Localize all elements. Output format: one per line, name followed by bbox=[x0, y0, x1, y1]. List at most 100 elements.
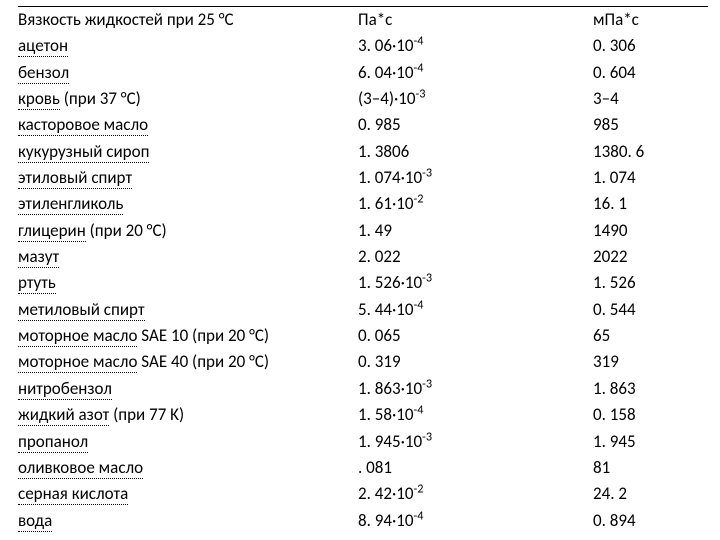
pa-s-base: 8. 94·10 bbox=[358, 510, 414, 531]
table-row: кукурузный сироп 1. 3806 1380. 6 bbox=[18, 139, 708, 165]
pa-s-cell: 1. 945·10-3 bbox=[358, 429, 593, 455]
substance-name: вода bbox=[18, 510, 52, 532]
pa-s-base: 1. 945·10 bbox=[358, 431, 422, 452]
substance-cell: моторное масло SAE 10 (при 20 °C) bbox=[18, 323, 358, 349]
substance-cell: кровь (при 37 °C) bbox=[18, 86, 358, 112]
table-row: жидкий азот (при 77 K)1. 58·10-40. 158 bbox=[18, 402, 708, 428]
pa-s-base: 0. 985 bbox=[358, 114, 401, 135]
pa-s-exponent: -4 bbox=[414, 34, 424, 49]
pa-s-base: 1. 863·10 bbox=[358, 378, 422, 399]
mpa-s-cell: 16. 1 bbox=[593, 191, 708, 217]
substance-cell: оливковое масло bbox=[18, 455, 358, 481]
substance-cell: глицерин (при 20 °C) bbox=[18, 218, 358, 244]
pa-s-exponent: -4 bbox=[414, 508, 424, 523]
substance-name: оливковое масло bbox=[18, 457, 143, 479]
mpa-s-cell: 319 bbox=[593, 349, 708, 375]
mpa-s-cell: 65 bbox=[593, 323, 708, 349]
table-row: кровь (при 37 °C)(3–4)·10-33–4 bbox=[18, 86, 708, 112]
pa-s-base: 6. 04·10 bbox=[358, 62, 414, 83]
mpa-s-cell: 985 bbox=[593, 112, 708, 138]
pa-s-cell: 1. 58·10-4 bbox=[358, 402, 593, 428]
substance-suffix: SAE 40 (при 20 °C) bbox=[137, 351, 269, 372]
pa-s-base: 1. 58·10 bbox=[358, 404, 414, 425]
substance-cell: метиловый спирт bbox=[18, 297, 358, 323]
pa-s-base: 5. 44·10 bbox=[358, 299, 414, 320]
pa-s-cell: (3–4)·10-3 bbox=[358, 86, 593, 112]
pa-s-cell: 1. 074·10-3 bbox=[358, 165, 593, 191]
header-mpa-s: мПа*с bbox=[593, 7, 708, 34]
pa-s-exponent: -3 bbox=[416, 86, 426, 101]
pa-s-exponent: -4 bbox=[414, 297, 424, 312]
header-pa-s: Па*с bbox=[358, 7, 593, 34]
pa-s-exponent: -3 bbox=[422, 271, 432, 286]
substance-cell: жидкий азот (при 77 K) bbox=[18, 402, 358, 428]
substance-name: серная кислота bbox=[18, 483, 128, 505]
substance-name: кукурузный сироп bbox=[18, 141, 149, 163]
mpa-s-cell: 2022 bbox=[593, 244, 708, 270]
pa-s-exponent: -4 bbox=[414, 403, 424, 418]
pa-s-cell: 8. 94·10-4 bbox=[358, 508, 593, 534]
mpa-s-cell: 1. 945 bbox=[593, 429, 708, 455]
pa-s-base: 2. 42·10 bbox=[358, 483, 414, 504]
substance-cell: мазут bbox=[18, 244, 358, 270]
substance-cell: вода bbox=[18, 508, 358, 534]
table-row: пропанол 1. 945·10-31. 945 bbox=[18, 429, 708, 455]
pa-s-base: 0. 065 bbox=[358, 325, 401, 346]
mpa-s-cell: 1490 bbox=[593, 218, 708, 244]
table-row: вода8. 94·10-40. 894 bbox=[18, 508, 708, 534]
mpa-s-cell: 24. 2 bbox=[593, 481, 708, 507]
substance-cell: касторовое масло bbox=[18, 112, 358, 138]
table-row: моторное масло SAE 40 (при 20 °C)0. 319 3… bbox=[18, 349, 708, 375]
mpa-s-cell: 81 bbox=[593, 455, 708, 481]
pa-s-base: 1. 526·10 bbox=[358, 272, 422, 293]
pa-s-cell: 5. 44·10-4 bbox=[358, 297, 593, 323]
substance-suffix: SAE 10 (при 20 °C) bbox=[137, 325, 269, 346]
pa-s-cell: 6. 04·10-4 bbox=[358, 60, 593, 86]
table-row: метиловый спирт5. 44·10-40. 544 bbox=[18, 297, 708, 323]
pa-s-base: 0. 319 bbox=[358, 351, 401, 372]
pa-s-exponent: -3 bbox=[422, 165, 432, 180]
table-header-row: Вязкость жидкостей при 25 °C Па*с мПа*с bbox=[18, 7, 708, 34]
header-substance: Вязкость жидкостей при 25 °C bbox=[18, 7, 358, 34]
substance-name: ацетон bbox=[18, 35, 68, 57]
substance-name: бензол bbox=[18, 62, 69, 84]
table-row: серная кислота 2. 42·10-2 24. 2 bbox=[18, 481, 708, 507]
pa-s-cell: 0. 985 bbox=[358, 112, 593, 138]
pa-s-base: 1. 3806 bbox=[358, 141, 409, 162]
mpa-s-cell: 1380. 6 bbox=[593, 139, 708, 165]
substance-cell: ацетон bbox=[18, 33, 358, 59]
substance-cell: серная кислота bbox=[18, 481, 358, 507]
mpa-s-cell: 0. 544 bbox=[593, 297, 708, 323]
pa-s-cell: 1. 526·10-3 bbox=[358, 270, 593, 296]
substance-name: касторовое масло bbox=[18, 114, 148, 136]
table-row: касторовое масло 0. 985 985 bbox=[18, 112, 708, 138]
substance-name: пропанол bbox=[18, 431, 88, 453]
pa-s-cell: 0. 065 bbox=[358, 323, 593, 349]
pa-s-exponent: -2 bbox=[414, 482, 424, 497]
substance-cell: пропанол bbox=[18, 429, 358, 455]
substance-name: этиловый спирт bbox=[18, 167, 132, 189]
table-row: глицерин (при 20 °C)1. 49 1490 bbox=[18, 218, 708, 244]
substance-name: ртуть bbox=[18, 272, 56, 294]
mpa-s-cell: 0. 894 bbox=[593, 508, 708, 534]
mpa-s-cell: 3–4 bbox=[593, 86, 708, 112]
pa-s-base: (3–4)·10 bbox=[358, 88, 416, 109]
pa-s-cell: 2. 022 bbox=[358, 244, 593, 270]
pa-s-base: 1. 49 bbox=[358, 220, 392, 241]
substance-name: жидкий азот bbox=[18, 404, 109, 426]
table-row: этиловый спирт 1. 074·10-31. 074 bbox=[18, 165, 708, 191]
mpa-s-cell: 1. 526 bbox=[593, 270, 708, 296]
mpa-s-cell: 1. 074 bbox=[593, 165, 708, 191]
pa-s-cell: . 081 bbox=[358, 455, 593, 481]
table-row: мазут2. 0222022 bbox=[18, 244, 708, 270]
substance-suffix: (при 37 °C) bbox=[60, 88, 141, 109]
substance-cell: бензол bbox=[18, 60, 358, 86]
pa-s-exponent: -3 bbox=[422, 376, 432, 391]
pa-s-cell: 1. 61·10-2 bbox=[358, 191, 593, 217]
viscosity-table: Вязкость жидкостей при 25 °C Па*с мПа*с … bbox=[18, 6, 708, 534]
substance-name: нитробензол bbox=[18, 378, 112, 400]
substance-cell: моторное масло SAE 40 (при 20 °C) bbox=[18, 349, 358, 375]
viscosity-table-container: Вязкость жидкостей при 25 °C Па*с мПа*с … bbox=[0, 0, 720, 540]
pa-s-cell: 1. 3806 bbox=[358, 139, 593, 165]
substance-cell: нитробензол bbox=[18, 376, 358, 402]
